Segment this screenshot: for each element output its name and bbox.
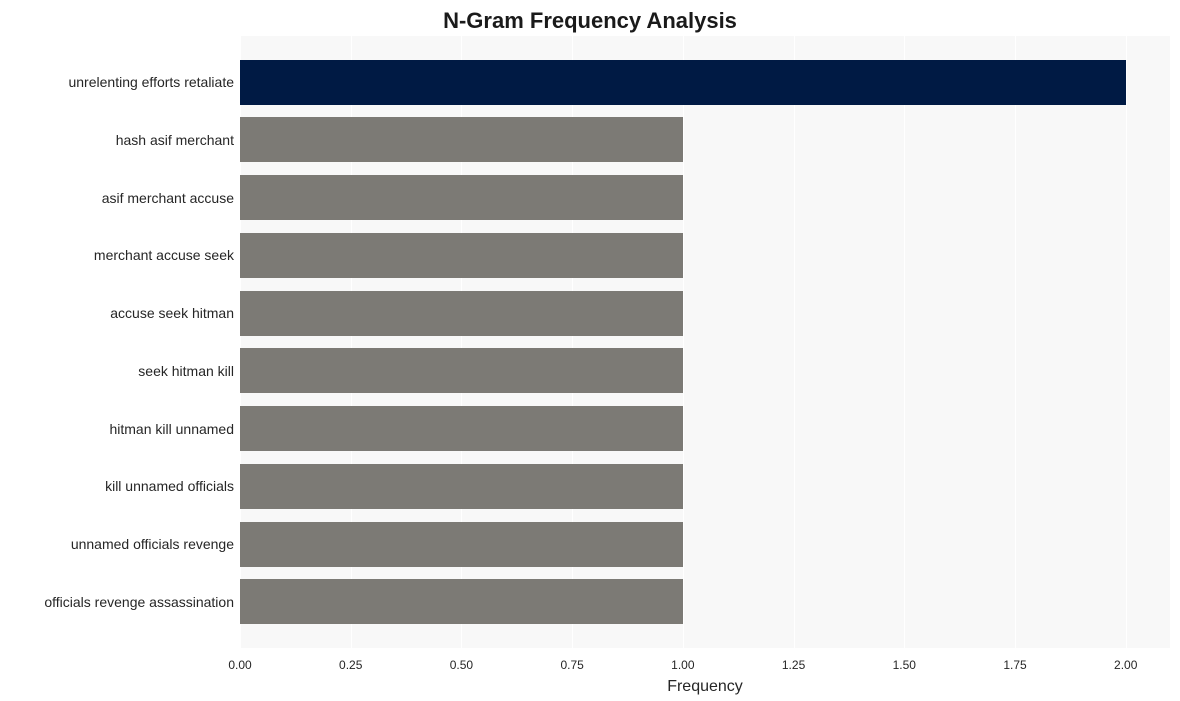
bar xyxy=(240,117,683,162)
x-tick-label: 0.50 xyxy=(450,658,473,672)
bar xyxy=(240,175,683,220)
y-tick-label: unnamed officials revenge xyxy=(71,537,234,551)
y-tick-label: hitman kill unnamed xyxy=(109,422,234,436)
bar-row xyxy=(240,60,1170,105)
bar xyxy=(240,579,683,624)
y-tick-label: hash asif merchant xyxy=(116,133,234,147)
bar-row xyxy=(240,348,1170,393)
y-tick-label: accuse seek hitman xyxy=(110,306,234,320)
bar-row xyxy=(240,175,1170,220)
bar-row xyxy=(240,117,1170,162)
bar xyxy=(240,406,683,451)
bar xyxy=(240,348,683,393)
x-tick-label: 1.50 xyxy=(893,658,916,672)
x-tick-label: 0.00 xyxy=(228,658,251,672)
y-tick-label: asif merchant accuse xyxy=(102,191,234,205)
bar xyxy=(240,233,683,278)
y-tick-label: seek hitman kill xyxy=(138,364,234,378)
y-tick-label: officials revenge assassination xyxy=(44,595,234,609)
x-axis-label: Frequency xyxy=(240,678,1170,696)
x-tick-label: 1.00 xyxy=(671,658,694,672)
bar-row xyxy=(240,522,1170,567)
bar-row xyxy=(240,464,1170,509)
x-tick-label: 2.00 xyxy=(1114,658,1137,672)
bar-row xyxy=(240,233,1170,278)
y-tick-label: unrelenting efforts retaliate xyxy=(68,75,234,89)
y-tick-label: merchant accuse seek xyxy=(94,248,234,262)
bar xyxy=(240,291,683,336)
x-tick-label: 0.75 xyxy=(560,658,583,672)
plot-area xyxy=(240,36,1170,648)
x-tick-label: 0.25 xyxy=(339,658,362,672)
bar xyxy=(240,464,683,509)
chart-title: N-Gram Frequency Analysis xyxy=(0,8,1180,34)
bar xyxy=(240,522,683,567)
bar-row xyxy=(240,579,1170,624)
bar xyxy=(240,60,1126,105)
bar-row xyxy=(240,291,1170,336)
y-tick-label: kill unnamed officials xyxy=(105,479,234,493)
x-tick-label: 1.75 xyxy=(1003,658,1026,672)
bar-row xyxy=(240,406,1170,451)
x-tick-label: 1.25 xyxy=(782,658,805,672)
chart-container: N-Gram Frequency Analysis Frequency 0.00… xyxy=(0,0,1180,701)
